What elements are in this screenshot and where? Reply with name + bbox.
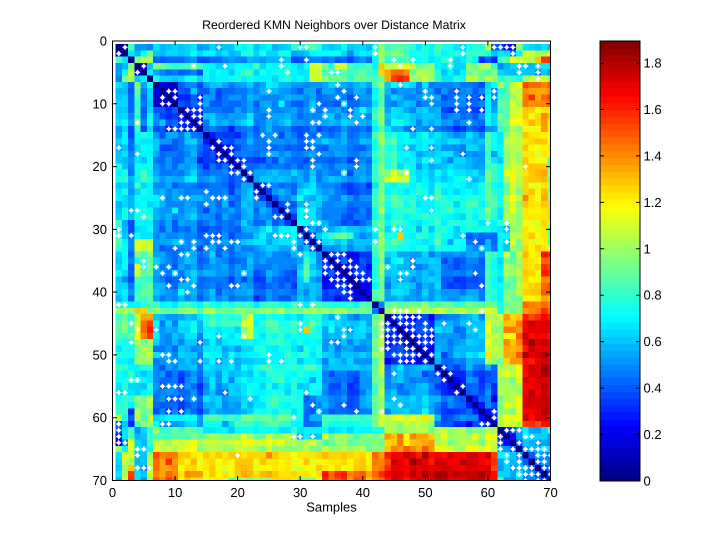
svg-text:60: 60 bbox=[481, 485, 495, 500]
svg-text:0.6: 0.6 bbox=[644, 334, 662, 349]
svg-text:0: 0 bbox=[644, 474, 651, 489]
svg-text:50: 50 bbox=[418, 485, 432, 500]
svg-text:20: 20 bbox=[93, 159, 107, 174]
svg-text:0.4: 0.4 bbox=[644, 381, 662, 396]
svg-text:70: 70 bbox=[543, 485, 557, 500]
svg-text:30: 30 bbox=[293, 485, 307, 500]
svg-text:40: 40 bbox=[356, 485, 370, 500]
svg-text:Reordered KMN Neighbors over D: Reordered KMN Neighbors over Distance Ma… bbox=[202, 18, 467, 32]
svg-text:40: 40 bbox=[93, 285, 107, 300]
svg-text:0.2: 0.2 bbox=[644, 427, 662, 442]
svg-text:10: 10 bbox=[93, 96, 107, 111]
svg-text:20: 20 bbox=[230, 485, 244, 500]
svg-text:70: 70 bbox=[93, 473, 107, 488]
svg-text:0: 0 bbox=[109, 485, 116, 500]
svg-text:1.6: 1.6 bbox=[644, 102, 662, 117]
svg-text:1.8: 1.8 bbox=[644, 56, 662, 71]
svg-text:1: 1 bbox=[644, 241, 651, 256]
svg-text:1.4: 1.4 bbox=[644, 148, 662, 163]
svg-text:Samples: Samples bbox=[306, 500, 357, 515]
svg-text:60: 60 bbox=[93, 410, 107, 425]
svg-text:0.8: 0.8 bbox=[644, 288, 662, 303]
svg-text:0: 0 bbox=[100, 34, 107, 49]
svg-text:30: 30 bbox=[93, 222, 107, 237]
svg-text:50: 50 bbox=[93, 347, 107, 362]
svg-text:1.2: 1.2 bbox=[644, 195, 662, 210]
svg-text:10: 10 bbox=[168, 485, 182, 500]
